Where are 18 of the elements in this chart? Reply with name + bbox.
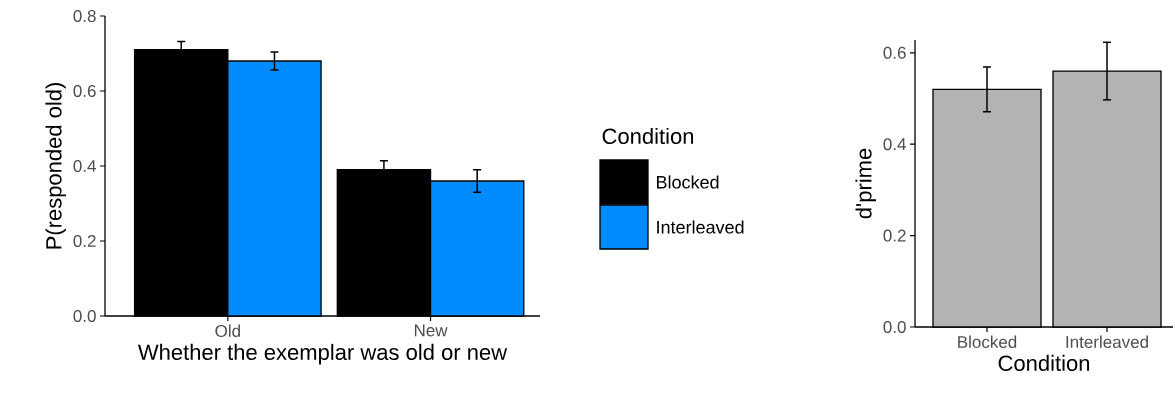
y-tick-label: 0.4 xyxy=(73,159,96,173)
y-axis-title: d'prime xyxy=(855,148,876,219)
x-tick-label: Old xyxy=(215,324,240,338)
x-axis-title: Whether the exemplar was old or new xyxy=(137,343,508,365)
text: Interleaved xyxy=(657,220,744,234)
y-axis-title: P(responded old) xyxy=(45,83,66,249)
y-tick-label: 0.6 xyxy=(73,84,96,98)
y-tick-label: 0.4 xyxy=(883,138,906,151)
y-tick-label: 0.2 xyxy=(883,229,906,242)
text: Blocked xyxy=(657,175,719,189)
legend-title: Condition xyxy=(602,127,694,145)
y-tick-label: 0.2 xyxy=(73,234,96,248)
y-tick-label: 0.8 xyxy=(73,9,96,23)
x-tick-label: New xyxy=(414,324,448,337)
y-tick-label: 0.6 xyxy=(883,46,906,59)
y-tick-label: 0.0 xyxy=(883,320,906,334)
x-axis-title: Condition xyxy=(998,354,1090,372)
y-tick-label: 0.0 xyxy=(73,309,96,323)
